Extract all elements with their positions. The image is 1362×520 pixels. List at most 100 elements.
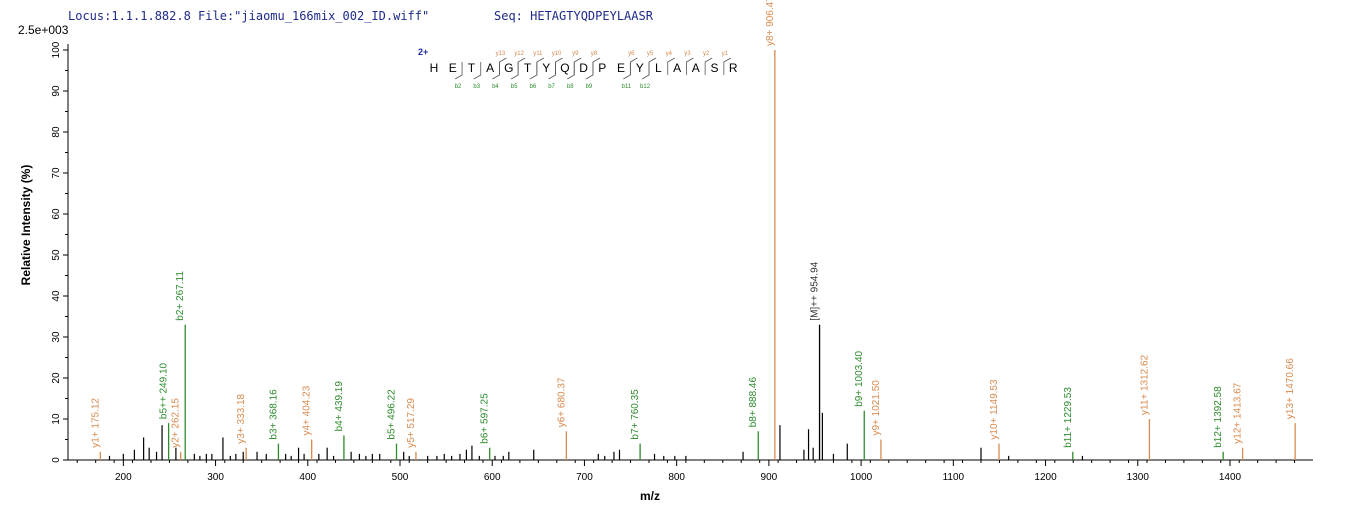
b-fragment-label: b2 [455,84,462,90]
y-tick-label: 100 [51,41,62,58]
b-cleavage-mark [641,62,650,80]
b-fragment-label: b4 [492,84,499,90]
sequence-header: Seq: HETAGTYQDPEYLAASR [494,9,654,23]
sequence-residue: Q [560,61,569,75]
x-tick-label: 1200 [1034,472,1057,483]
peak-label: b4+ 439.19 [334,381,345,432]
sequence-residue: L [655,61,662,75]
y-tick-label: 0 [51,457,62,463]
x-axis-label: m/z [640,489,660,503]
y-tick-label: 20 [51,372,62,384]
peak-label: y13+ 1470.66 [1285,358,1296,419]
b-fragment-label: b9 [586,84,593,90]
b-fragment-label: b5 [511,84,518,90]
y-tick-label: 30 [51,331,62,343]
sequence-residue: D [579,61,588,75]
b-cleavage-mark [529,62,538,80]
sequence-residue: E [617,61,625,75]
peak-label: b3+ 368.16 [268,389,279,440]
y-cleavage-mark [686,57,694,75]
y-fragment-label: y3 [684,51,691,57]
b-cleavage-mark [548,62,556,80]
x-tick-label: 400 [299,472,316,483]
y-fragment-label: y1 [722,51,729,57]
y-fragment-label: y4 [666,51,673,57]
b-cleavage-mark [623,62,631,80]
peak-label: b8+ 888.46 [748,377,759,428]
x-tick-label: 1000 [850,472,873,483]
b-cleavage-mark [454,62,463,80]
axes: 0 10 20 30 40 50 60 70 80 90 100 200 300 400 500 600 700… [51,41,1313,483]
peak-label: b5++ 249.10 [159,362,170,419]
y-tick-label: 80 [51,126,62,138]
sequence-residue: G [504,61,513,75]
y-tick-label: 50 [51,249,62,261]
charge-state: 2+ [418,47,428,57]
y-fragment-label: y5 [647,51,654,57]
y-fragment-label: y13 [496,51,506,57]
peaks [99,50,1296,460]
y-fragment-label: y10 [552,51,562,57]
y-cleavage-mark [667,57,675,75]
sequence-residue: E [449,61,457,75]
sequence-residue: R [729,61,738,75]
sequence-residue: Y [636,61,644,75]
y-axis-label: Relative Intensity (%) [19,165,33,286]
x-tick-label: 1400 [1219,472,1242,483]
x-tick-label: 1300 [1127,472,1150,483]
peak-label: y3+ 333.18 [236,393,247,443]
y-fragment-label: y9 [572,51,579,57]
x-tick-label: 800 [668,472,685,483]
sequence-residue: H [430,61,439,75]
x-tick-label: 600 [484,472,501,483]
sequence-residue: S [710,61,718,75]
peak-label: y1+ 175.12 [90,398,101,448]
b-fragment-label: b7 [548,84,555,90]
b-cleavage-mark [585,62,594,80]
b-fragment-label: b3 [473,84,480,90]
x-tick-label: 700 [576,472,593,483]
peak-label: y10+ 1149.53 [989,379,1000,440]
peak-label: b11+ 1229.53 [1063,387,1074,448]
peak-label: b12+ 1392.58 [1213,386,1224,448]
b-fragment-label: b8 [567,84,574,90]
peak-label: b2+ 267.11 [175,271,186,321]
b-fragment-label: b6 [530,84,537,90]
sequence-residue: A [673,61,681,75]
x-tick-label: 200 [115,472,132,483]
y-tick-label: 10 [51,413,62,425]
b-fragment-label: b12 [640,84,651,90]
locus-header: Locus:1.1.1.882.8 File:"jiaomu_166mix_00… [68,9,429,23]
peak-label: y2+ 262.15 [171,398,182,448]
peak-label: b5+ 496.22 [387,389,398,440]
peak-label: y11+ 1312.62 [1139,354,1150,415]
y-tick-label: 40 [51,290,62,302]
y-cleavage-mark [704,57,713,75]
x-tick-label: 500 [392,472,409,483]
y-fragment-label: y11 [533,51,543,57]
peak-label: b7+ 760.35 [630,389,641,440]
b-fragment-label: b11 [622,84,632,90]
sequence-residue: A [692,61,700,75]
y-tick-label: 60 [51,208,62,220]
y-fragment-label: y12 [514,51,524,57]
peak-label: y8+ 906.47 [765,0,776,46]
peak-label: b9+ 1003.40 [854,350,865,406]
y-tick-label: 70 [51,167,62,179]
sequence-residue: T [524,61,532,75]
sequence-residue: T [468,61,476,75]
sequence-residue: P [598,61,606,75]
y-fragment-label: y6 [628,51,635,57]
peak-label: y12+ 1413.67 [1233,382,1244,443]
sequence-residue: Y [542,61,550,75]
b-cleavage-mark [492,62,500,80]
y-cleavage-mark [723,57,732,75]
peak-label: y4+ 404.23 [302,385,313,435]
x-tick-label: 300 [207,472,224,483]
peak-label: y9+ 1021.50 [871,380,882,436]
peak-label: [M]++ 954.94 [810,261,821,320]
y-fragment-label: y8 [591,51,598,57]
b-cleavage-mark [510,62,519,80]
